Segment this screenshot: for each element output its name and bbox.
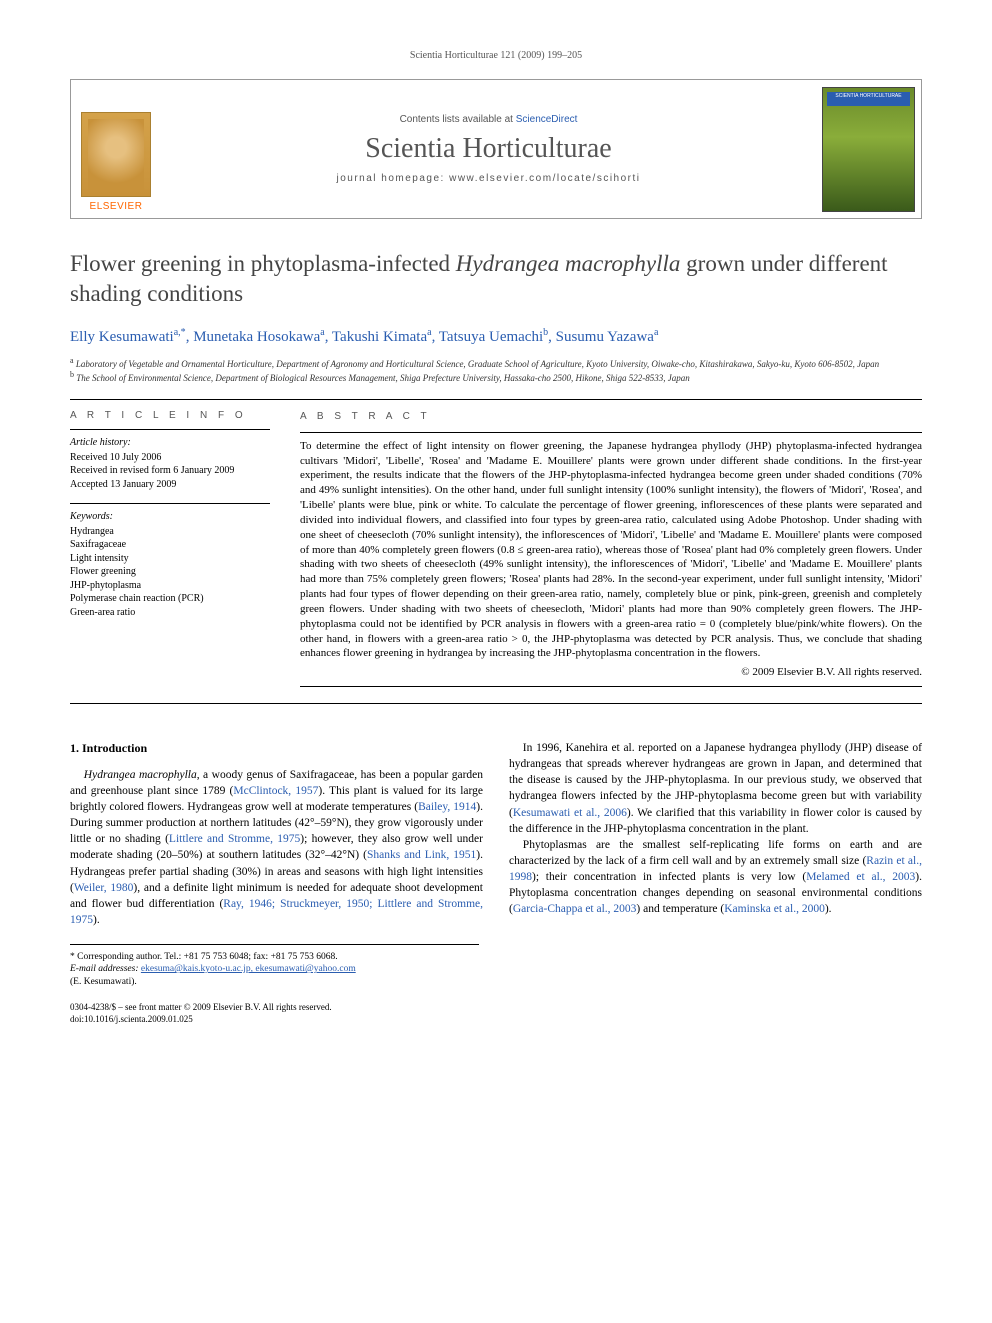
email-link[interactable]: ekesuma@kais.kyoto-u.ac.jp, ekesumawati@… <box>141 964 356 974</box>
running-header: Scientia Horticulturae 121 (2009) 199–20… <box>70 50 922 61</box>
email-owner: (E. Kesumawati). <box>70 976 479 988</box>
corr-line: * Corresponding author. Tel.: +81 75 753… <box>70 951 479 963</box>
info-divider <box>300 432 922 433</box>
section-heading: 1. Introduction <box>70 740 483 757</box>
divider <box>70 399 922 400</box>
publisher-name: ELSEVIER <box>90 201 143 212</box>
info-divider <box>70 503 270 504</box>
elsevier-tree-icon <box>81 112 151 197</box>
info-abstract-row: A R T I C L E I N F O Article history: R… <box>70 410 922 693</box>
divider <box>70 703 922 704</box>
cover-block: SCIENTIA HORTICULTURAE <box>816 80 921 218</box>
keyword: Light intensity <box>70 552 270 566</box>
abstract: A B S T R A C T To determine the effect … <box>300 410 922 693</box>
info-divider <box>300 686 922 687</box>
keyword: JHP-phytoplasma <box>70 579 270 593</box>
history-item: Received in revised form 6 January 2009 <box>70 464 270 478</box>
header-center: Contents lists available at ScienceDirec… <box>161 80 816 218</box>
info-divider <box>70 429 270 430</box>
history-item: Received 10 July 2006 <box>70 451 270 465</box>
page: Scientia Horticulturae 121 (2009) 199–20… <box>0 0 992 1065</box>
keyword: Hydrangea <box>70 525 270 539</box>
cover-label: SCIENTIA HORTICULTURAE <box>823 93 914 99</box>
author: Munetaka Hosokawaa <box>193 329 325 345</box>
paragraph: Hydrangea macrophylla, a woody genus of … <box>70 767 483 928</box>
abstract-text: To determine the effect of light intensi… <box>300 439 922 662</box>
corresponding-footnote: * Corresponding author. Tel.: +81 75 753… <box>70 944 479 988</box>
title-pre: Flower greening in phytoplasma-infected <box>70 251 456 276</box>
abstract-copyright: © 2009 Elsevier B.V. All rights reserved… <box>300 665 922 680</box>
sciencedirect-link[interactable]: ScienceDirect <box>516 114 578 125</box>
keyword: Saxifragaceae <box>70 538 270 552</box>
article-history: Article history: Received 10 July 2006 R… <box>70 436 270 491</box>
footer-line: 0304-4238/$ – see front matter © 2009 El… <box>70 1002 922 1014</box>
keyword: Flower greening <box>70 565 270 579</box>
author: Elly Kesumawatia,* <box>70 329 186 345</box>
contents-line: Contents lists available at ScienceDirec… <box>400 114 578 125</box>
author: Tatsuya Uemachib <box>439 329 548 345</box>
paragraph: Phytoplasmas are the smallest self-repli… <box>509 837 922 917</box>
journal-header: ELSEVIER Contents lists available at Sci… <box>70 79 922 219</box>
author: Susumu Yazawaa <box>556 329 659 345</box>
article-info-heading: A R T I C L E I N F O <box>70 410 270 421</box>
email-label: E-mail addresses: <box>70 964 139 974</box>
article-info: A R T I C L E I N F O Article history: R… <box>70 410 270 693</box>
abstract-heading: A B S T R A C T <box>300 410 922 424</box>
page-footer: 0304-4238/$ – see front matter © 2009 El… <box>70 1002 922 1025</box>
keywords-label: Keywords: <box>70 510 270 524</box>
affiliation: b The School of Environmental Science, D… <box>70 370 922 385</box>
history-item: Accepted 13 January 2009 <box>70 478 270 492</box>
title-species: Hydrangea macrophylla <box>456 251 681 276</box>
author-list: Elly Kesumawatia,*, Munetaka Hosokawaa, … <box>70 327 922 346</box>
homepage-prefix: journal homepage: <box>336 173 449 184</box>
article-title: Flower greening in phytoplasma-infected … <box>70 249 922 309</box>
keyword: Green-area ratio <box>70 606 270 620</box>
publisher-block: ELSEVIER <box>71 80 161 218</box>
journal-cover-thumbnail: SCIENTIA HORTICULTURAE <box>822 87 915 212</box>
paragraph: In 1996, Kanehira et al. reported on a J… <box>509 740 922 837</box>
affiliations: a Laboratory of Vegetable and Ornamental… <box>70 356 922 385</box>
email-line: E-mail addresses: ekesuma@kais.kyoto-u.a… <box>70 963 479 975</box>
author: Takushi Kimataa <box>332 329 432 345</box>
body-text: 1. Introduction Hydrangea macrophylla, a… <box>70 740 922 928</box>
homepage-line: journal homepage: www.elsevier.com/locat… <box>336 173 640 184</box>
keywords-block: Keywords: Hydrangea Saxifragaceae Light … <box>70 510 270 619</box>
footer-doi: doi:10.1016/j.scienta.2009.01.025 <box>70 1014 922 1026</box>
homepage-url: www.elsevier.com/locate/scihorti <box>449 173 640 184</box>
affiliation: a Laboratory of Vegetable and Ornamental… <box>70 356 922 371</box>
journal-name: Scientia Horticulturae <box>365 133 611 165</box>
history-label: Article history: <box>70 436 270 450</box>
contents-prefix: Contents lists available at <box>400 114 516 125</box>
keyword: Polymerase chain reaction (PCR) <box>70 592 270 606</box>
